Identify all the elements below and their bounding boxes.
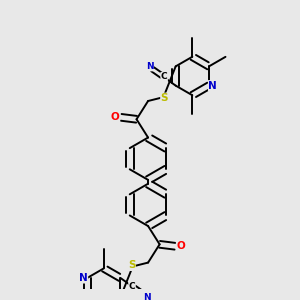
Text: O: O xyxy=(176,241,185,251)
Text: C: C xyxy=(129,282,135,291)
Text: O: O xyxy=(111,112,120,122)
Text: S: S xyxy=(128,260,136,271)
Text: N: N xyxy=(146,62,154,71)
Text: N: N xyxy=(142,293,150,300)
Text: C: C xyxy=(161,73,167,82)
Text: N: N xyxy=(79,273,88,283)
Text: S: S xyxy=(161,93,168,103)
Text: N: N xyxy=(208,81,217,91)
